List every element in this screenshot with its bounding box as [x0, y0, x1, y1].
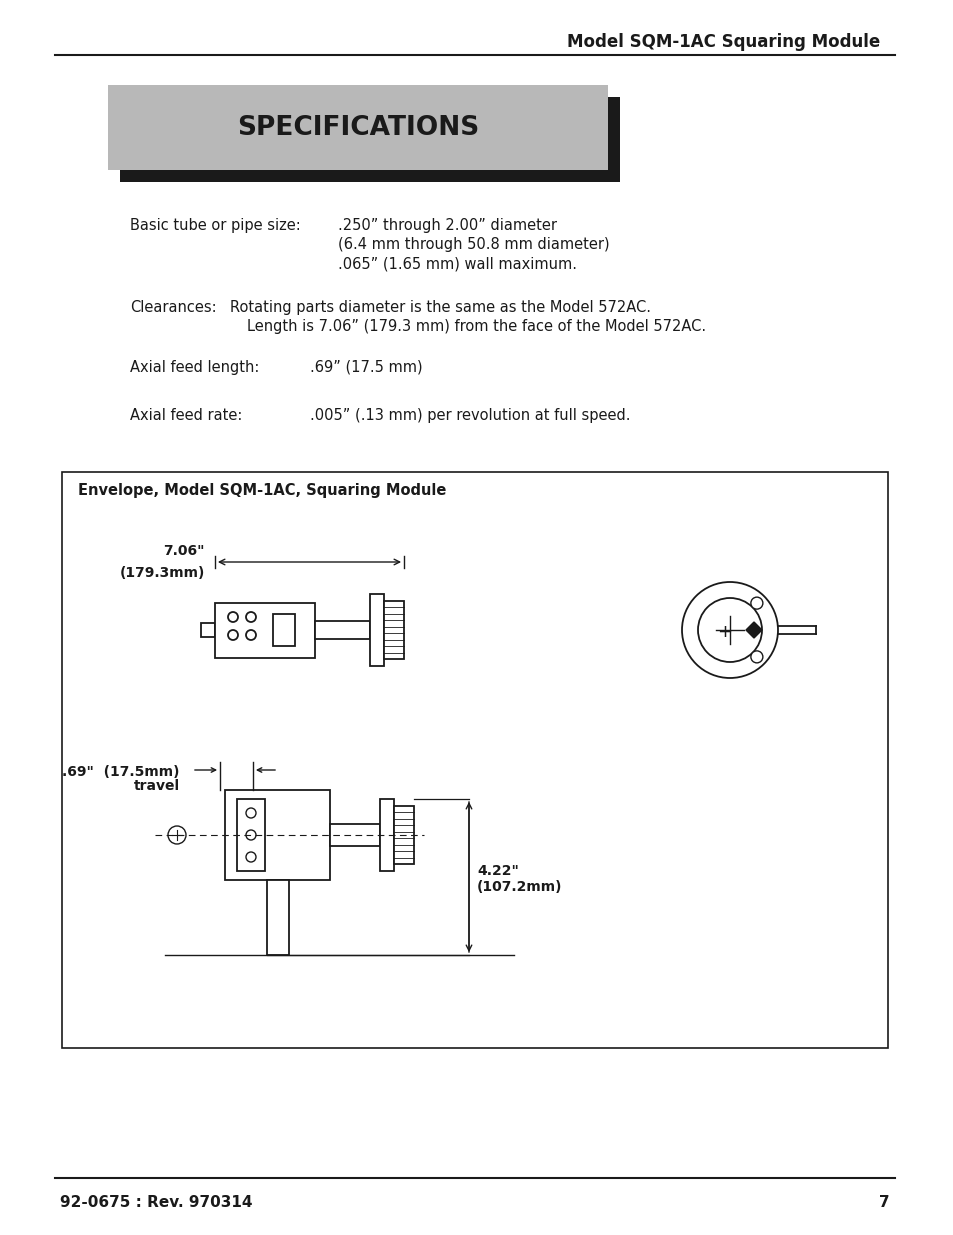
Bar	[267, 881, 289, 955]
Text: Basic tube or pipe size:: Basic tube or pipe size:	[130, 219, 300, 233]
Bar	[394, 806, 414, 864]
Circle shape	[168, 826, 186, 844]
Bar	[225, 790, 330, 881]
Circle shape	[698, 598, 761, 662]
Text: (6.4 mm through 50.8 mm diameter): (6.4 mm through 50.8 mm diameter)	[337, 237, 609, 252]
Text: 92-0675 : Rev. 970314: 92-0675 : Rev. 970314	[60, 1195, 253, 1210]
Text: Axial feed length:: Axial feed length:	[130, 359, 259, 375]
Polygon shape	[120, 98, 619, 182]
Text: 7: 7	[879, 1195, 889, 1210]
Text: Clearances:: Clearances:	[130, 300, 216, 315]
Bar	[201, 622, 214, 637]
Text: 7.06": 7.06"	[163, 543, 205, 558]
Circle shape	[246, 808, 255, 818]
Bar	[370, 594, 384, 666]
Text: +: +	[717, 622, 732, 641]
Bar	[108, 85, 607, 170]
Text: Axial feed rate:: Axial feed rate:	[130, 408, 242, 424]
Text: 4.22": 4.22"	[476, 864, 518, 878]
Bar	[62, 472, 887, 1049]
Text: .69"  (17.5mm): .69" (17.5mm)	[63, 764, 180, 779]
Circle shape	[750, 651, 762, 663]
Text: .005” (.13 mm) per revolution at full speed.: .005” (.13 mm) per revolution at full sp…	[310, 408, 630, 424]
Text: Model SQM-1AC Squaring Module: Model SQM-1AC Squaring Module	[566, 33, 879, 51]
Circle shape	[246, 630, 255, 640]
Text: .250” through 2.00” diameter: .250” through 2.00” diameter	[337, 219, 557, 233]
Polygon shape	[745, 622, 761, 638]
Circle shape	[246, 830, 255, 840]
Text: travel: travel	[133, 779, 180, 793]
Bar	[314, 621, 370, 638]
Circle shape	[246, 852, 255, 862]
Circle shape	[228, 630, 237, 640]
Text: .69” (17.5 mm): .69” (17.5 mm)	[310, 359, 422, 375]
Bar	[214, 603, 314, 657]
Text: Rotating parts diameter is the same as the Model 572AC.: Rotating parts diameter is the same as t…	[230, 300, 650, 315]
Bar	[330, 824, 379, 846]
Bar	[273, 614, 294, 646]
Text: Envelope, Model SQM-1AC, Squaring Module: Envelope, Model SQM-1AC, Squaring Module	[78, 483, 446, 498]
Text: (107.2mm): (107.2mm)	[476, 881, 562, 894]
Text: (179.3mm): (179.3mm)	[119, 566, 205, 580]
Circle shape	[681, 582, 778, 678]
Circle shape	[246, 613, 255, 622]
Text: Length is 7.06” (179.3 mm) from the face of the Model 572AC.: Length is 7.06” (179.3 mm) from the face…	[247, 319, 705, 333]
Text: .065” (1.65 mm) wall maximum.: .065” (1.65 mm) wall maximum.	[337, 256, 577, 270]
Text: SPECIFICATIONS: SPECIFICATIONS	[236, 115, 478, 141]
Bar	[384, 601, 403, 659]
Circle shape	[750, 598, 762, 609]
Bar	[379, 799, 394, 871]
Circle shape	[228, 613, 237, 622]
Bar	[236, 799, 265, 871]
